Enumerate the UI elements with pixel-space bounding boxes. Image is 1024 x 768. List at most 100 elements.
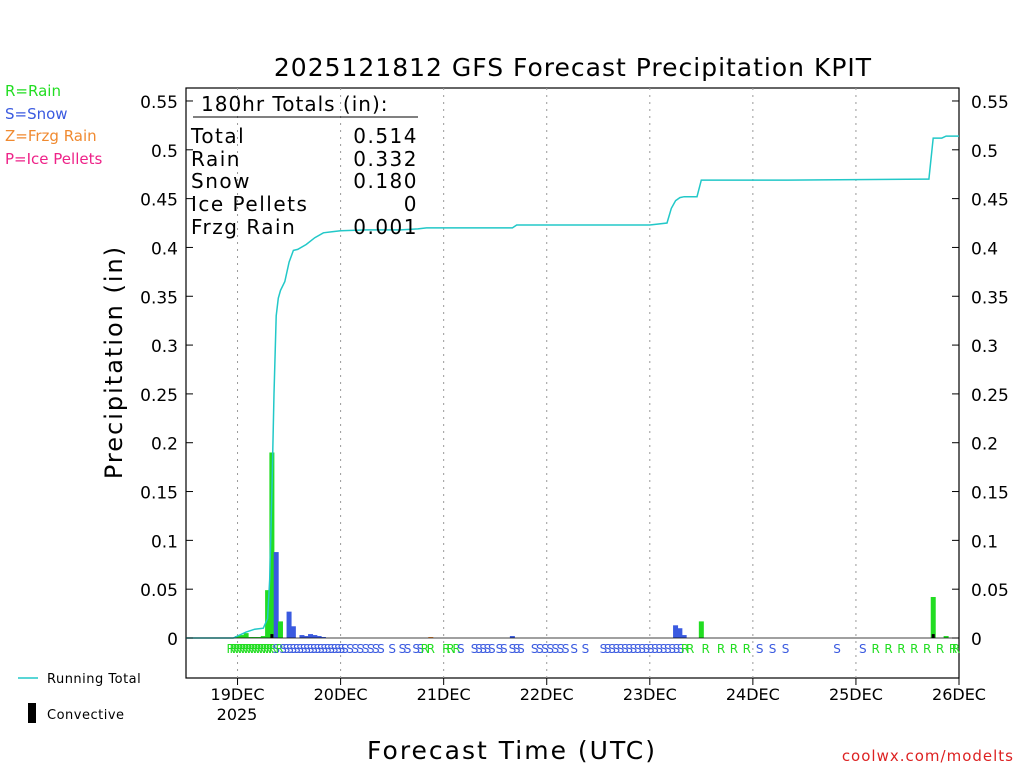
- type-char: R: [251, 642, 259, 656]
- type-char: S: [488, 642, 496, 656]
- convective-legend-label: Convective: [47, 708, 125, 723]
- precip-bar: [943, 636, 949, 638]
- type-char: S: [756, 642, 764, 656]
- type-char: S: [630, 642, 638, 656]
- type-char: R: [242, 642, 250, 656]
- type-char: R: [897, 642, 905, 656]
- precip-bar: [681, 635, 687, 638]
- y-tick-label-left: 0.55: [140, 93, 178, 113]
- totals-ice-pellets-label: Ice Pellets: [191, 192, 308, 216]
- x-tick-label: 24DEC: [726, 685, 780, 704]
- type-char: R: [701, 642, 709, 656]
- type-char: S: [290, 642, 298, 656]
- type-char: S: [859, 642, 867, 656]
- type-char: S: [541, 642, 549, 656]
- grid-lines: [237, 88, 857, 678]
- convective-swatch: [28, 703, 36, 723]
- y-tick-label-right: 0.2: [971, 435, 998, 455]
- type-char: S: [634, 642, 642, 656]
- type-char: S: [399, 642, 407, 656]
- type-char: R: [239, 642, 247, 656]
- type-char: S: [655, 642, 663, 656]
- type-char: S: [782, 642, 790, 656]
- type-char: S: [417, 642, 425, 656]
- precip-bar: [316, 636, 322, 638]
- x-tick-label: 23DEC: [623, 685, 677, 704]
- type-char: S: [279, 642, 287, 656]
- totals-snow-label: Snow: [191, 169, 251, 193]
- type-char: R: [427, 642, 435, 656]
- type-char: R: [949, 642, 957, 656]
- type-char: S: [307, 642, 315, 656]
- precip-bar: [299, 635, 305, 638]
- convective-bar: [931, 634, 935, 638]
- precip-bar: [269, 452, 275, 638]
- type-char: S: [617, 642, 625, 656]
- type-char: R: [730, 642, 738, 656]
- precip-bar: [247, 637, 253, 638]
- type-char: S: [362, 642, 370, 656]
- type-char: S: [531, 642, 539, 656]
- type-char: S: [314, 642, 322, 656]
- type-char: S: [612, 642, 620, 656]
- type-char: R: [263, 642, 271, 656]
- y-tick-label-left: 0.45: [140, 191, 178, 211]
- type-char: S: [496, 642, 504, 656]
- precip-bar: [239, 635, 245, 638]
- precip-bar: [235, 636, 241, 638]
- precip-bar: [260, 636, 266, 638]
- type-char: S: [372, 642, 380, 656]
- precip-bar: [509, 636, 515, 638]
- type-char: S: [272, 642, 280, 656]
- type-char: S: [600, 642, 608, 656]
- y-tick-label-left: 0.1: [151, 532, 178, 552]
- y-tick-label-right: 0.55: [971, 93, 1009, 113]
- y-tick-label-right: 0: [971, 630, 982, 650]
- type-char: S: [664, 642, 672, 656]
- type-char: S: [500, 642, 508, 656]
- type-char: S: [324, 642, 332, 656]
- type-char: S: [557, 642, 565, 656]
- type-char: S: [647, 642, 655, 656]
- y-tick-label-left: 0.25: [140, 386, 178, 406]
- totals-box: 180hr Totals (in): Total 0.514 Rain 0.33…: [190, 92, 418, 239]
- type-char: S: [552, 642, 560, 656]
- type-char: S: [338, 642, 346, 656]
- type-char: S: [660, 642, 668, 656]
- y-tick-label-right: 0.45: [971, 191, 1009, 211]
- type-char: S: [621, 642, 629, 656]
- type-char: S: [341, 642, 349, 656]
- type-char: S: [357, 642, 365, 656]
- type-char: S: [346, 642, 354, 656]
- type-char: S: [331, 642, 339, 656]
- type-char: S: [484, 642, 492, 656]
- x-axis-label: Forecast Time (UTC): [367, 736, 657, 765]
- type-char: R: [245, 642, 253, 656]
- type-char: S: [562, 642, 570, 656]
- series-legend: Running Total Convective: [18, 672, 141, 723]
- x-tick-label: 20DEC: [314, 685, 368, 704]
- precip-bar: [252, 637, 258, 638]
- y-tick-label-right: 0.3: [971, 337, 998, 357]
- y-tick-label-left: 0.15: [140, 484, 178, 504]
- type-char: S: [769, 642, 777, 656]
- precip-bar: [698, 621, 704, 638]
- type-char: R: [717, 642, 725, 656]
- type-char: S: [303, 642, 311, 656]
- type-char: R: [442, 642, 450, 656]
- type-char: R: [743, 642, 751, 656]
- type-char: S: [300, 642, 308, 656]
- x-tick-label: 19DEC: [211, 685, 265, 704]
- precip-bar: [320, 637, 326, 638]
- y-tick-label-left: 0.3: [151, 337, 178, 357]
- precip-bar: [677, 628, 683, 638]
- chart-title: 2025121812 GFS Forecast Precipitation KP…: [274, 53, 872, 82]
- precip-bar: [277, 621, 283, 638]
- type-char: S: [320, 642, 328, 656]
- precip-bar: [428, 637, 434, 638]
- x-tick-label: 25DEC: [829, 685, 883, 704]
- y-tick-label-right: 0.15: [971, 484, 1009, 504]
- precip-bar: [256, 637, 262, 638]
- type-char: R: [229, 642, 237, 656]
- totals-total-value: 0.514: [353, 124, 418, 148]
